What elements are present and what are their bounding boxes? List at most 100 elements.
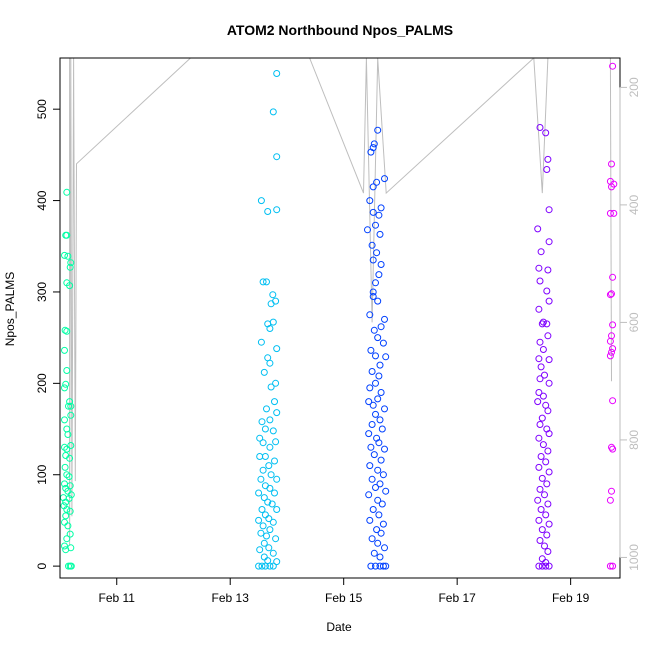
data-point <box>61 416 68 424</box>
data-point <box>273 70 281 77</box>
data-point <box>67 491 75 499</box>
data-point <box>65 473 73 481</box>
data-point <box>364 226 371 234</box>
data-point <box>255 489 263 497</box>
data-point <box>266 526 274 534</box>
data-point <box>260 539 268 547</box>
data-point <box>609 273 617 281</box>
data-point <box>368 241 376 249</box>
data-point <box>545 430 553 438</box>
data-point <box>376 230 384 238</box>
data-point <box>265 544 273 552</box>
data-point <box>544 500 552 508</box>
data-point <box>65 495 73 502</box>
data-point <box>260 494 268 502</box>
data-point <box>63 425 71 433</box>
data-point <box>256 546 264 554</box>
data-point <box>65 402 72 410</box>
data-point <box>608 290 615 298</box>
data-point <box>382 353 390 361</box>
data-point <box>374 334 382 342</box>
series-feb-15 <box>364 126 390 570</box>
data-points-layer <box>60 62 618 570</box>
right-tick-label: 600 <box>627 312 641 332</box>
data-point <box>375 271 383 279</box>
data-point <box>542 129 550 137</box>
data-point <box>273 409 281 417</box>
x-tick-label: Feb 11 <box>99 591 136 605</box>
x-axis: Feb 11 Feb 13 Feb 15 Feb 17 Feb 19 <box>99 577 590 605</box>
data-point <box>606 291 614 299</box>
data-point <box>379 339 387 347</box>
data-point <box>534 496 542 504</box>
data-point <box>264 498 272 506</box>
y-tick-label: 200 <box>35 373 49 393</box>
data-point <box>543 166 551 173</box>
x-tick-label: Feb 13 <box>212 591 250 605</box>
data-point <box>271 457 278 465</box>
data-point <box>63 188 71 196</box>
y-axis-label: Npos_PALMS <box>3 272 17 346</box>
data-point <box>66 282 74 290</box>
data-point <box>258 506 266 513</box>
data-point <box>272 379 280 387</box>
data-point <box>608 183 615 191</box>
data-point <box>266 416 274 424</box>
series-feb-19 <box>606 62 618 570</box>
data-point <box>606 562 614 570</box>
data-point <box>63 445 71 453</box>
data-point <box>374 466 382 474</box>
data-point <box>545 297 553 305</box>
data-point <box>535 562 543 570</box>
data-point <box>538 320 546 328</box>
data-point <box>382 562 390 570</box>
data-point <box>379 471 387 479</box>
data-point <box>260 368 268 376</box>
data-point <box>535 264 543 272</box>
data-point <box>375 372 383 380</box>
data-point <box>61 251 68 259</box>
data-point <box>536 537 544 544</box>
data-point <box>266 359 274 367</box>
series-feb-13 <box>255 70 281 570</box>
data-point <box>377 529 385 537</box>
data-point <box>266 443 274 451</box>
right-tick-label: 400 <box>627 195 641 215</box>
data-point <box>272 535 280 543</box>
data-point <box>370 140 378 148</box>
data-point <box>536 124 544 131</box>
data-point <box>257 197 265 205</box>
data-point <box>369 208 377 216</box>
data-point <box>608 160 615 168</box>
data-point <box>382 487 390 495</box>
right-tick-label: 1000 <box>627 544 641 571</box>
data-point <box>63 327 71 335</box>
data-point <box>534 225 542 233</box>
data-point <box>366 197 374 205</box>
data-point <box>366 311 374 319</box>
plot-frame <box>59 57 621 579</box>
data-point <box>539 441 547 449</box>
data-point <box>62 380 70 388</box>
data-point <box>62 546 70 554</box>
data-point <box>61 326 69 334</box>
data-point <box>273 506 281 513</box>
data-point <box>271 489 278 497</box>
data-point <box>373 526 381 534</box>
data-point <box>63 506 71 513</box>
data-point <box>369 288 377 296</box>
data-point <box>370 326 378 334</box>
data-point <box>541 491 548 499</box>
y-tick-label: 0 <box>35 562 49 569</box>
data-point <box>63 367 71 374</box>
data-point <box>606 352 614 360</box>
data-point <box>64 431 72 438</box>
data-point <box>269 427 277 435</box>
data-point <box>374 297 382 305</box>
data-point <box>259 278 267 286</box>
data-point <box>609 445 617 453</box>
data-point <box>367 346 375 354</box>
data-point <box>269 562 277 570</box>
data-point <box>258 562 266 570</box>
data-point <box>541 542 548 550</box>
